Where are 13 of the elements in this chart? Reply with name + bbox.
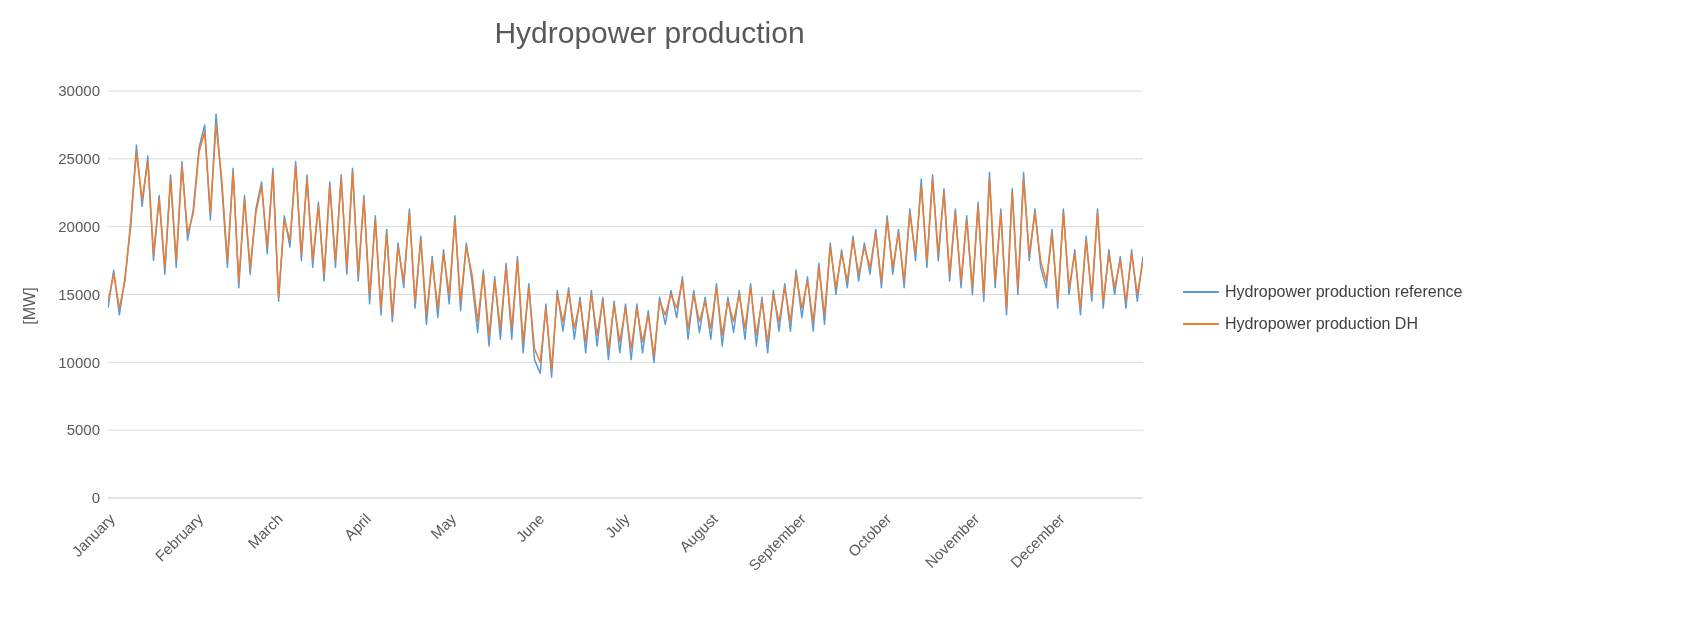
x-tick-label: May — [427, 509, 460, 543]
y-tick-label: 20000 — [58, 217, 100, 235]
x-tick-label: July — [601, 509, 634, 541]
chart-title: Hydropower production — [493, 16, 806, 50]
y-tick-label: 10000 — [58, 353, 100, 371]
y-axis-title: [MW] — [21, 287, 39, 325]
y-tick-label: 0 — [91, 489, 100, 507]
y-tick-label: 30000 — [58, 82, 100, 100]
y-tick-label: 5000 — [66, 421, 100, 439]
legend-label: Hydropower production DH — [1225, 315, 1418, 333]
y-tick-label: 25000 — [58, 150, 100, 168]
legend-label: Hydropower production reference — [1225, 283, 1463, 301]
y-tick-label: 15000 — [58, 285, 100, 303]
